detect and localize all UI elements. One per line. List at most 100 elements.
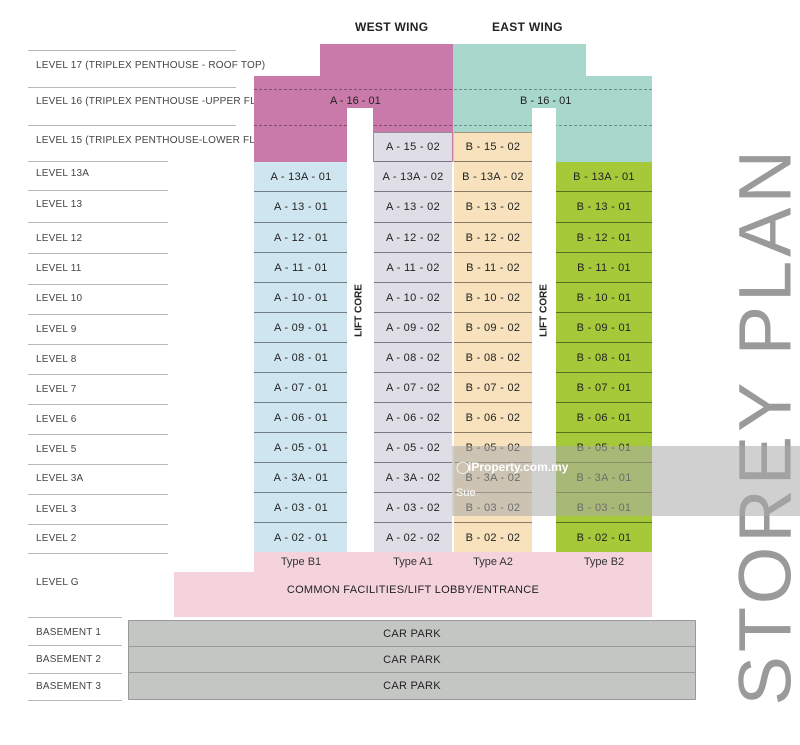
unit-cell: B - 10 - 02 [454, 283, 532, 313]
unit-cell: B - 13 - 01 [556, 192, 652, 223]
unit-cell: A - 08 - 01 [254, 343, 348, 373]
level-divider [28, 314, 168, 315]
level-divider [28, 161, 168, 162]
level-divider [28, 190, 168, 191]
unit-cell: A - 08 - 02 [374, 343, 452, 373]
west-wing-label: WEST WING [355, 20, 429, 34]
level-divider [28, 617, 122, 618]
unit-cell: A - 3A - 01 [254, 463, 348, 493]
penthouse-divider-lower [254, 125, 652, 126]
level-label: LEVEL 15 (TRIPLEX PENTHOUSE-LOWER FLOOR) [36, 135, 283, 146]
penthouse-divider-upper [254, 89, 652, 90]
unit-cell: A - 07 - 02 [374, 373, 452, 403]
unit-cell: B - 12 - 02 [454, 223, 532, 253]
unit-cell: A - 06 - 01 [254, 403, 348, 433]
unit-cell: A - 05 - 02 [374, 433, 452, 463]
level-divider [28, 50, 236, 51]
level-label: LEVEL G [36, 577, 79, 588]
unit-cell: B - 08 - 01 [556, 343, 652, 373]
type-b2-label: Type B2 [583, 556, 625, 568]
unit-cell: A - 13A - 02 [374, 162, 452, 192]
unit-cell: B - 12 - 01 [556, 223, 652, 253]
unit-cell: A - 13 - 01 [254, 192, 348, 223]
level-divider [28, 374, 168, 375]
level-label: LEVEL 9 [36, 324, 77, 335]
unit-cell: B - 09 - 02 [454, 313, 532, 343]
level-divider [28, 222, 168, 223]
basement-2-car-park: CAR PARK [128, 646, 696, 673]
unit-cell: A - 11 - 01 [254, 253, 348, 283]
level-label: LEVEL 2 [36, 533, 77, 544]
level-label: BASEMENT 3 [36, 681, 102, 692]
east-lift-core-label: LIFT CORE [538, 284, 550, 337]
level-label: BASEMENT 2 [36, 654, 102, 665]
level-label: LEVEL 7 [36, 384, 77, 395]
unit-cell: A - 12 - 01 [254, 223, 348, 253]
level-label: LEVEL 12 [36, 233, 83, 244]
unit-cell: B - 02 - 02 [454, 523, 532, 553]
level-label: LEVEL 8 [36, 354, 77, 365]
east-penthouse-roof [453, 44, 586, 76]
unit-cell: A - 03 - 02 [374, 493, 452, 523]
level-divider [28, 494, 168, 495]
watermark-agent: Sue [456, 487, 476, 499]
unit-cell: B - 13A - 02 [454, 162, 532, 192]
unit-cell: B - 07 - 01 [556, 373, 652, 403]
level-label: LEVEL 3 [36, 504, 77, 515]
level-divider [28, 344, 168, 345]
level-divider [28, 284, 168, 285]
level-divider [28, 464, 168, 465]
level-divider [28, 524, 168, 525]
level-divider [28, 553, 168, 554]
unit-cell: A - 10 - 02 [374, 283, 452, 313]
level-divider [28, 125, 236, 126]
east-penthouse-unit: B - 16 - 01 [520, 95, 572, 107]
unit-cell: A - 12 - 02 [374, 223, 452, 253]
unit-cell: A - 13 - 02 [374, 192, 452, 223]
unit-cell: B - 11 - 02 [454, 253, 532, 283]
west-lift-core [347, 108, 373, 552]
unit-cell: A - 09 - 02 [374, 313, 452, 343]
basement-1-car-park: CAR PARK [128, 620, 696, 647]
west-lift-core-label: LIFT CORE [353, 284, 365, 337]
ground-floor-block [174, 572, 652, 617]
type-b1-label: Type B1 [280, 556, 322, 568]
ground-floor-label: COMMON FACILITIES/LIFT LOBBY/ENTRANCE [286, 584, 540, 596]
west-penthouse-roof [320, 44, 453, 76]
ground-floor-podium [254, 552, 652, 572]
east-wing-label: EAST WING [492, 20, 563, 34]
unit-a-15-02: A - 15 - 02 [374, 132, 452, 162]
level-label: LEVEL 5 [36, 444, 77, 455]
unit-b-15-02: B - 15 - 02 [454, 132, 532, 162]
unit-cell: B - 11 - 01 [556, 253, 652, 283]
level-label: LEVEL 6 [36, 414, 77, 425]
unit-cell: A - 09 - 01 [254, 313, 348, 343]
unit-cell: A - 10 - 01 [254, 283, 348, 313]
unit-cell: B - 10 - 01 [556, 283, 652, 313]
watermark-logo: ◯ [456, 460, 470, 474]
level-label: LEVEL 16 (TRIPLEX PENTHOUSE -UPPER FLOOR… [36, 96, 283, 107]
unit-cell: B - 02 - 01 [556, 523, 652, 553]
unit-cell: A - 06 - 02 [374, 403, 452, 433]
unit-cell: B - 13 - 02 [454, 192, 532, 223]
basement-3-car-park: CAR PARK [128, 672, 696, 700]
level-divider [28, 87, 236, 88]
level-divider [28, 673, 122, 674]
unit-cell: A - 13A - 01 [254, 162, 348, 192]
level-divider [28, 253, 168, 254]
unit-cell: B - 06 - 02 [454, 403, 532, 433]
level-label: LEVEL 10 [36, 293, 83, 304]
unit-cell: B - 08 - 02 [454, 343, 532, 373]
watermark-band [452, 446, 800, 516]
level-label: LEVEL 13 [36, 199, 83, 210]
level-label: LEVEL 3A [36, 473, 84, 484]
unit-cell: B - 09 - 01 [556, 313, 652, 343]
level-label: BASEMENT 1 [36, 627, 102, 638]
level-divider [28, 434, 168, 435]
level-label: LEVEL 13A [36, 168, 90, 179]
unit-cell: A - 07 - 01 [254, 373, 348, 403]
type-a1-label: Type A1 [393, 556, 433, 568]
storey-plan-title: STOREY PLAN [723, 146, 800, 706]
type-a2-label: Type A2 [473, 556, 513, 568]
unit-cell: B - 13A - 01 [556, 162, 652, 192]
